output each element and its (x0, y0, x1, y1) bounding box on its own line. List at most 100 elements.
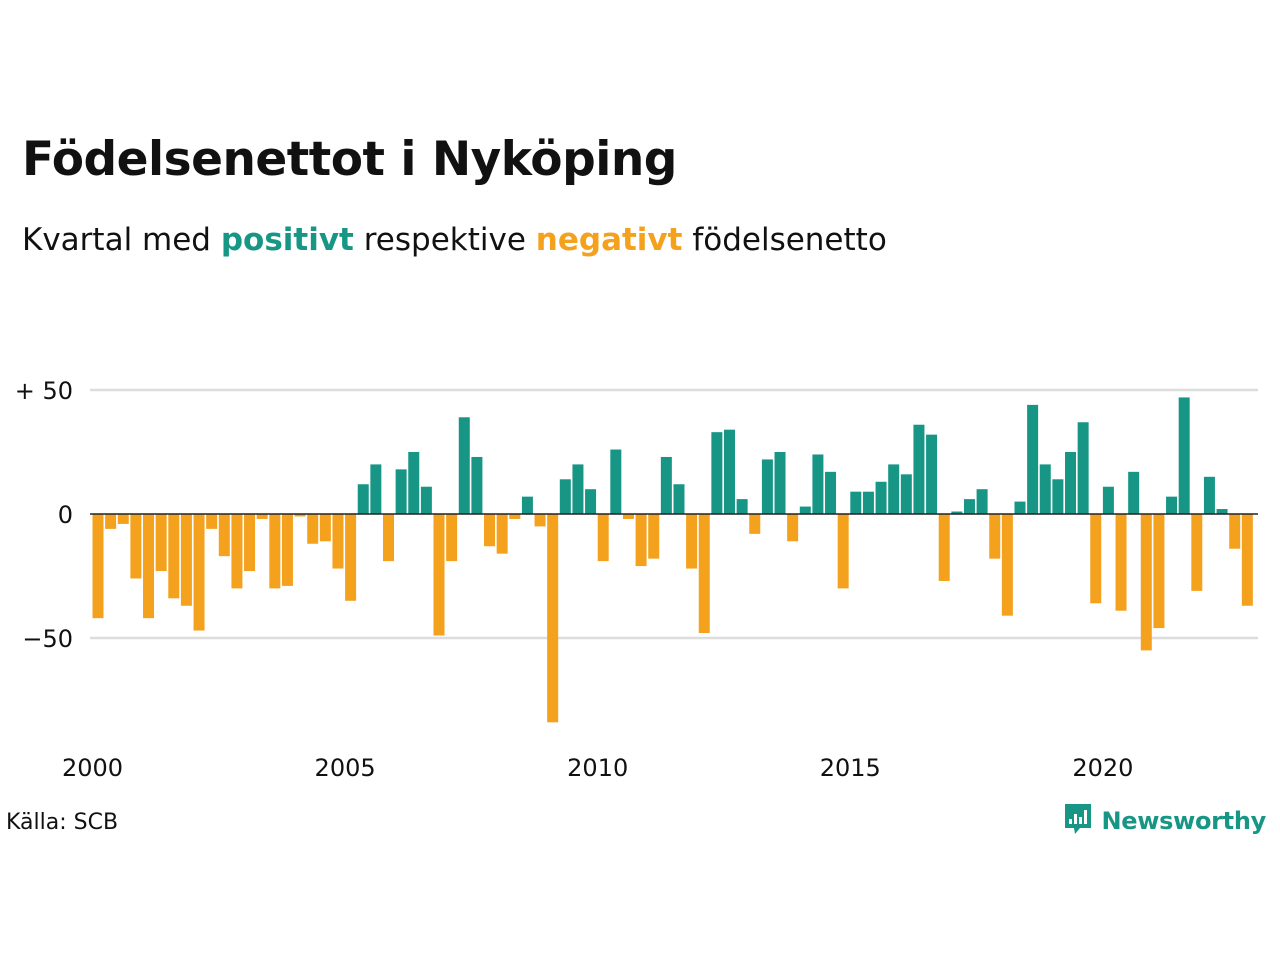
bar-positive (1027, 404, 1039, 514)
bar-positive (471, 456, 483, 514)
subtitle-suffix: födelsenetto (682, 222, 887, 258)
bar-negative (509, 514, 521, 519)
bar-negative (155, 514, 167, 572)
bar-positive (610, 449, 622, 514)
bar-positive (976, 489, 988, 514)
bar-negative (244, 514, 256, 572)
brand-logo: Newsworthy (1063, 802, 1266, 840)
bar-negative (1229, 514, 1241, 549)
bar-positive (900, 474, 912, 514)
bar-negative (319, 514, 331, 542)
x-tick-label: 2020 (1072, 754, 1133, 782)
bar-negative (332, 514, 344, 569)
bar-negative (749, 514, 761, 534)
bar-negative (1090, 514, 1102, 604)
bar-negative (92, 514, 104, 619)
bar-negative (105, 514, 117, 529)
subtitle-middle: respektive (353, 222, 536, 258)
bar-negative (117, 514, 129, 524)
bar-negative (1140, 514, 1152, 651)
bar-positive (395, 469, 407, 514)
bar-negative (648, 514, 660, 559)
bar-positive (875, 481, 887, 514)
bar-positive (420, 486, 432, 514)
bar-positive (888, 464, 900, 514)
bar-negative (446, 514, 458, 562)
bar-negative (787, 514, 799, 542)
bar-negative (143, 514, 155, 619)
bar-positive (408, 452, 420, 514)
bar-negative (484, 514, 496, 547)
bar-negative (622, 514, 634, 519)
bar-positive (1216, 509, 1228, 514)
bar-positive (812, 454, 824, 514)
bar-positive (774, 452, 786, 514)
bar-positive (585, 489, 597, 514)
bar-positive (357, 484, 369, 514)
bar-positive (572, 464, 584, 514)
y-tick-label: 0 (58, 501, 73, 529)
bar-negative (269, 514, 281, 589)
bar-positive (963, 499, 975, 514)
bar-negative (382, 514, 394, 562)
bar-negative (547, 514, 559, 723)
bar-negative (256, 514, 268, 519)
bar-positive (1052, 479, 1064, 514)
bar-negative (218, 514, 230, 557)
bar-negative (1241, 514, 1253, 606)
x-tick-label: 2000 (62, 754, 123, 782)
bar-positive (660, 456, 672, 514)
chart-subtitle: Kvartal med positivt respektive negativt… (22, 218, 887, 262)
bar-negative (193, 514, 205, 631)
bar-positive (951, 511, 963, 514)
bar-positive (1065, 452, 1077, 514)
bar-negative (1153, 514, 1165, 629)
bar-positive (825, 471, 837, 514)
y-tick-label: + 50 (15, 377, 73, 405)
bar-negative (307, 514, 319, 544)
bar-positive (736, 499, 748, 514)
bar-positive (1203, 476, 1215, 514)
bar-negative (597, 514, 609, 562)
bar-chart: + 50 0 −50 2000 2005 2010 2015 2020 (15, 377, 1258, 782)
y-tick-label: −50 (22, 625, 73, 653)
bar-negative (168, 514, 180, 599)
bar-negative (686, 514, 698, 569)
bar-chart-speech-bubble-icon (1063, 802, 1093, 840)
bar-negative (206, 514, 218, 529)
bar-positive (1128, 471, 1140, 514)
bar-negative (1001, 514, 1013, 616)
bar-positive (1166, 496, 1178, 514)
bar-negative (433, 514, 445, 636)
bar-positive (761, 459, 773, 514)
bar-negative (698, 514, 710, 634)
bar-positive (1102, 486, 1114, 514)
bar-negative (1115, 514, 1127, 611)
bar-positive (370, 464, 382, 514)
bar-positive (1178, 397, 1190, 514)
bar-negative (938, 514, 950, 581)
bar-negative (989, 514, 1001, 559)
bar-positive (1039, 464, 1051, 514)
x-tick-label: 2010 (567, 754, 628, 782)
x-tick-label: 2005 (315, 754, 376, 782)
bar-positive (799, 506, 811, 514)
bar-negative (534, 514, 546, 527)
bar-positive (521, 496, 533, 514)
bar-positive (711, 432, 723, 514)
bar-negative (294, 514, 306, 517)
bar-positive (673, 484, 685, 514)
subtitle-prefix: Kvartal med (22, 222, 221, 258)
subtitle-positive: positivt (220, 222, 354, 258)
bar-positive (724, 429, 735, 514)
bar-positive (1077, 422, 1089, 514)
bar-positive (559, 479, 571, 514)
bar-negative (1191, 514, 1203, 591)
bar-negative (345, 514, 357, 601)
x-tick-label: 2015 (820, 754, 881, 782)
bar-negative (231, 514, 243, 589)
bar-positive (862, 491, 874, 514)
bar-negative (496, 514, 508, 554)
bar-negative (635, 514, 647, 567)
bar-negative (281, 514, 293, 586)
